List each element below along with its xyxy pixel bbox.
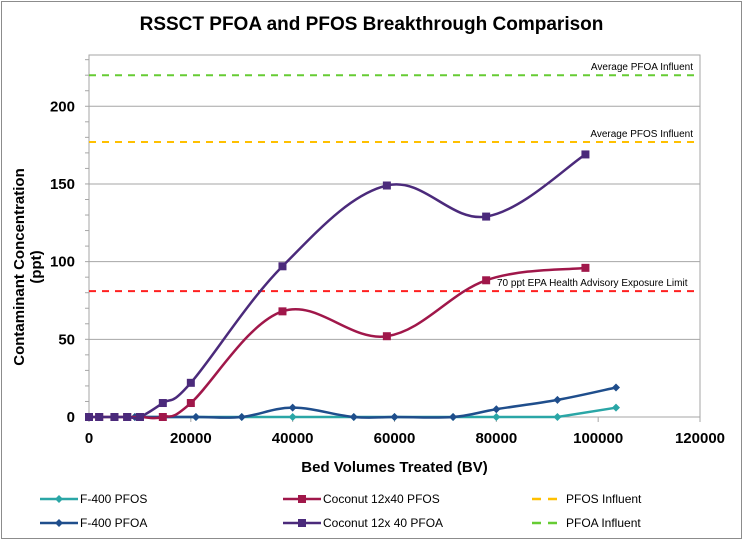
data-point-f400-pfoa [237,413,246,421]
legend-swatch-coconut-pfoa [283,519,321,527]
legend-swatch-coconut-pfos [283,495,321,503]
x-tick-label: 20000 [170,430,212,447]
reference-line-label: 70 ppt EPA Health Advisory Exposure Limi… [497,278,688,289]
y-tick-label: 0 [67,409,75,426]
data-point-coconut-pfoa [95,413,104,421]
series-line-f400-pfoa [134,386,617,419]
data-point-coconut-pfos [382,332,391,341]
legend-label: F-400 PFOA [80,516,148,530]
data-point-coconut-pfoa [85,413,93,421]
data-point-f400-pfos [611,403,620,412]
legend-label: PFOS Influent [566,492,642,506]
data-point-coconut-pfoa [382,181,391,190]
data-point-coconut-pfos [158,413,167,421]
data-point-coconut-pfos [581,263,590,272]
legend-item-coconut-pfoa: Coconut 12x 40 PFOA [283,516,443,530]
data-point-coconut-pfoa [135,413,144,421]
data-point-f400-pfoa [288,403,297,412]
legend-item-pfos-influent: PFOS Influent [528,492,641,506]
data-point-coconut-pfoa [186,378,195,387]
x-tick-label: 40000 [272,430,314,447]
x-tick-label: 60000 [374,430,416,447]
x-tick-label: 0 [85,430,93,447]
series-line-f400-pfos [134,406,617,419]
legend-swatch-pfoa-influent [532,521,564,525]
data-point-coconut-pfos [278,307,287,316]
y-tick-label: 150 [50,176,75,193]
y-tick-label: 100 [50,254,75,271]
legend-item-coconut-pfos: Coconut 12x40 PFOS [283,492,440,506]
legend: F-400 PFOS Coconut 12x40 PFOS PFOS Influ… [0,492,743,536]
y-tick-label: 50 [58,331,75,348]
legend-label: F-400 PFOS [80,492,148,506]
x-tick-label: 120000 [675,430,725,447]
legend-swatch-pfos-influent [532,497,564,501]
legend-item-f400-pfos: F-400 PFOS [40,492,147,506]
data-point-coconut-pfos [186,399,195,408]
y-tick-label: 200 [50,98,75,115]
chart-title: RSSCT PFOA and PFOS Breakthrough Compari… [139,14,604,35]
data-point-f400-pfos [553,413,562,421]
legend-label: Coconut 12x40 PFOS [323,492,440,506]
x-tick-label: 80000 [475,430,517,447]
data-point-f400-pfoa [191,413,200,421]
plot-border [88,54,701,418]
data-point-coconut-pfoa [278,262,287,271]
data-point-coconut-pfoa [158,399,167,408]
legend-label: PFOA Influent [566,516,641,530]
legend-label: Coconut 12x 40 PFOA [323,516,444,530]
data-point-f400-pfos [288,413,297,421]
data-point-coconut-pfoa [581,150,590,159]
data-point-f400-pfoa [492,405,501,414]
data-point-coconut-pfoa [482,212,491,221]
data-point-f400-pfoa [349,413,358,421]
x-tick-label: 100000 [573,430,623,447]
legend-item-pfoa-influent: PFOA Influent [528,516,641,530]
x-axis-label: Bed Volumes Treated (BV) [301,459,488,476]
legend-swatch-f400-pfoa [40,519,78,527]
reference-line-label: Average PFOS Influent [590,129,693,140]
data-point-coconut-pfoa [110,413,119,421]
data-point-coconut-pfoa [123,413,132,421]
data-point-f400-pfoa [449,413,458,421]
data-point-f400-pfoa [611,383,620,392]
data-point-f400-pfoa [390,413,399,421]
legend-item-f400-pfoa: F-400 PFOA [40,516,147,530]
legend-swatch-f400-pfos [40,495,78,503]
data-point-f400-pfoa [553,395,562,404]
data-point-coconut-pfos [482,276,491,285]
reference-line-label: Average PFOA Influent [591,62,693,73]
data-point-f400-pfos [492,413,501,421]
